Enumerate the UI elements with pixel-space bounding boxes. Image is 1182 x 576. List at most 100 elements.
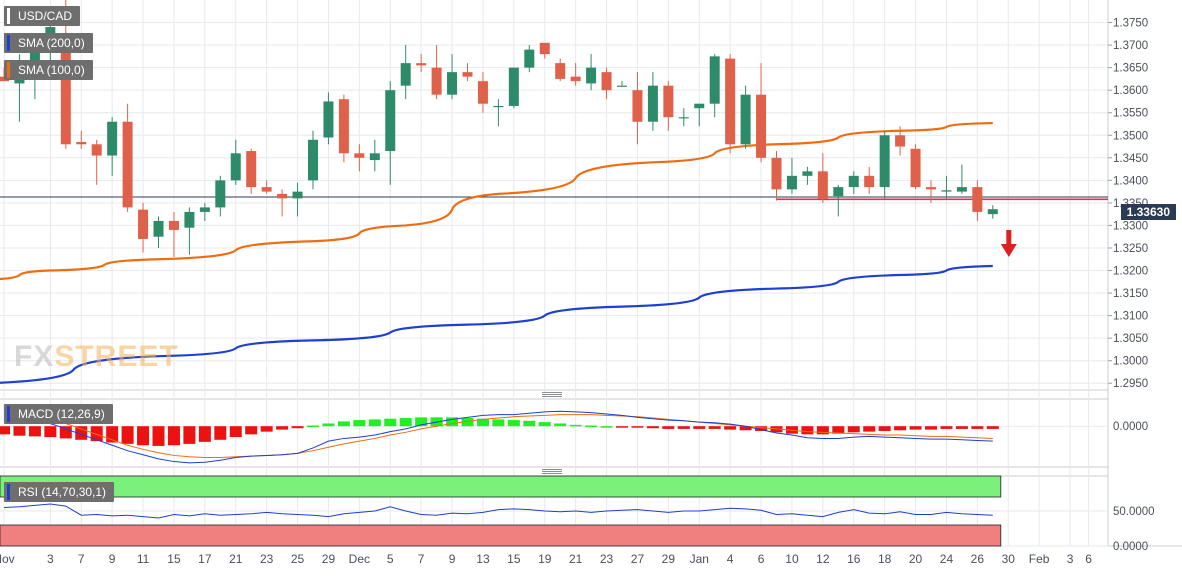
candle-bearish (910, 148, 921, 188)
x-tick-label: 21 (229, 552, 243, 566)
candle-bullish (647, 85, 658, 122)
legend-symbol-label: USD/CAD (18, 9, 73, 23)
legend-sma200-label: SMA (200,0) (18, 36, 85, 50)
x-tick-label: 23 (260, 552, 274, 566)
macd-hist-bar-positive (322, 423, 335, 427)
y-tick-label: 1.3000 (1113, 356, 1148, 368)
candle-bearish (261, 187, 272, 192)
macd-hist-bar-negative (152, 426, 165, 446)
y-tick-label: 1.3150 (1113, 288, 1148, 300)
x-tick-label: Nov (0, 552, 15, 566)
macd-hist-bar-negative (44, 426, 57, 438)
macd-hist-bar-negative (631, 426, 644, 428)
candle-bearish (601, 72, 612, 91)
candle-bullish (941, 190, 952, 192)
macd-line (3, 410, 993, 464)
macd-hist-bar-positive (384, 418, 397, 427)
candle-bearish (338, 99, 349, 154)
sma200-swatch (7, 35, 10, 51)
candle-bearish (570, 76, 581, 82)
legend-rsi-label: RSI (14,70,30,1) (18, 485, 107, 499)
candle-bearish (555, 63, 566, 79)
candle-bullish (199, 207, 210, 212)
x-tick-label: 4 (727, 552, 734, 566)
x-tick-label: 29 (322, 552, 336, 566)
macd-hist-bar-negative (940, 426, 953, 429)
macd-hist-bar-positive (399, 418, 412, 427)
y-tick-label: 1.3550 (1113, 108, 1148, 120)
candle-bullish (694, 103, 705, 109)
macd-hist-bar-negative (955, 426, 968, 429)
x-tick-label: Dec (349, 552, 370, 566)
legend-macd[interactable]: MACD (12,26,9) (4, 404, 113, 424)
candle-bearish (477, 81, 488, 104)
x-tick-label: Feb (1029, 552, 1050, 566)
x-tick-label: Jan (690, 552, 709, 566)
candle-bullish (508, 67, 519, 106)
rsi-layer (3, 503, 993, 519)
candle-bearish (539, 42, 550, 55)
macd-hist-bar-negative (0, 426, 10, 435)
macd-hist-bar-negative (909, 426, 922, 430)
legend-symbol[interactable]: USD/CAD (4, 6, 81, 26)
candle-bullish (29, 40, 40, 68)
candle-bearish (277, 193, 288, 199)
macd-hist-bar-positive (461, 418, 474, 427)
candle-bullish (709, 56, 720, 104)
candle-bearish (168, 220, 179, 230)
macd-hist-bar-negative (229, 426, 242, 438)
x-tick-label: 13 (476, 552, 490, 566)
axis-layer: Nov 3 7 9 11 15 17 21 23 25 29 Dec 5 7 9 13 15 19 21 23 27 29… (0, 18, 1155, 566)
macd-hist-bar-positive (415, 417, 428, 427)
macd-hist-bar-negative (986, 426, 999, 429)
macd-hist-bar-positive (307, 425, 319, 428)
y-tick-label: 1.3600 (1113, 85, 1148, 97)
y-tick-label: 1.3300 (1113, 220, 1148, 232)
candle-bullish (740, 94, 751, 145)
candle-bearish (122, 121, 133, 208)
candle-bullish (447, 72, 458, 95)
rsi-overbought-band (0, 475, 1002, 498)
macd-hist-bar-negative (245, 426, 258, 435)
x-tick-label: 29 (662, 552, 676, 566)
candle-bearish (91, 144, 102, 156)
candle-bearish (864, 175, 875, 188)
x-tick-label: 15 (507, 552, 521, 566)
y-tick-label: 1.3100 (1113, 311, 1148, 323)
macd-hist-bar-positive (585, 425, 598, 428)
x-tick-label: 23 (600, 552, 614, 566)
macd-hist-bar-negative (214, 426, 227, 440)
candle-bullish (400, 63, 411, 86)
candle-bearish (663, 85, 674, 118)
candle-bullish (786, 175, 797, 190)
candle-bearish (632, 90, 643, 122)
sma100-line (0, 121, 993, 281)
legend-sma200[interactable]: SMA (200,0) (4, 33, 93, 53)
y-tick-label: 1.3500 (1113, 130, 1148, 142)
y-tick-label: 1.3200 (1113, 266, 1148, 278)
symbol-swatch (7, 8, 10, 24)
macd-signal-line (3, 408, 993, 458)
candle-bullish (956, 187, 967, 192)
macd-hist-bar-positive (523, 420, 536, 427)
macd-hist-bar-negative (816, 426, 829, 435)
x-tick-label: 10 (785, 552, 799, 566)
candle-bearish (246, 151, 257, 188)
legend-sma100[interactable]: SMA (100,0) (4, 60, 93, 80)
x-tick-label: 9 (109, 552, 116, 566)
fxstreet-watermark: FXSTREET (14, 340, 179, 374)
macd-hist-bar-negative (847, 426, 860, 433)
macd-hist-bar-negative (677, 426, 690, 429)
legend-rsi[interactable]: RSI (14,70,30,1) (4, 482, 115, 502)
macd-hist-bar-positive (600, 426, 613, 428)
macd-hist-bar-negative (59, 426, 72, 439)
candle-bearish (138, 209, 149, 239)
x-tick-label: 27 (631, 552, 645, 566)
macd-hist-bar-positive (554, 423, 567, 427)
candle-bearish (60, 36, 71, 145)
x-tick-label: 15 (167, 552, 181, 566)
down-arrow-icon-shaft (1006, 230, 1012, 244)
macd-hist-bar-positive (368, 419, 381, 427)
candle-bearish (431, 67, 442, 95)
